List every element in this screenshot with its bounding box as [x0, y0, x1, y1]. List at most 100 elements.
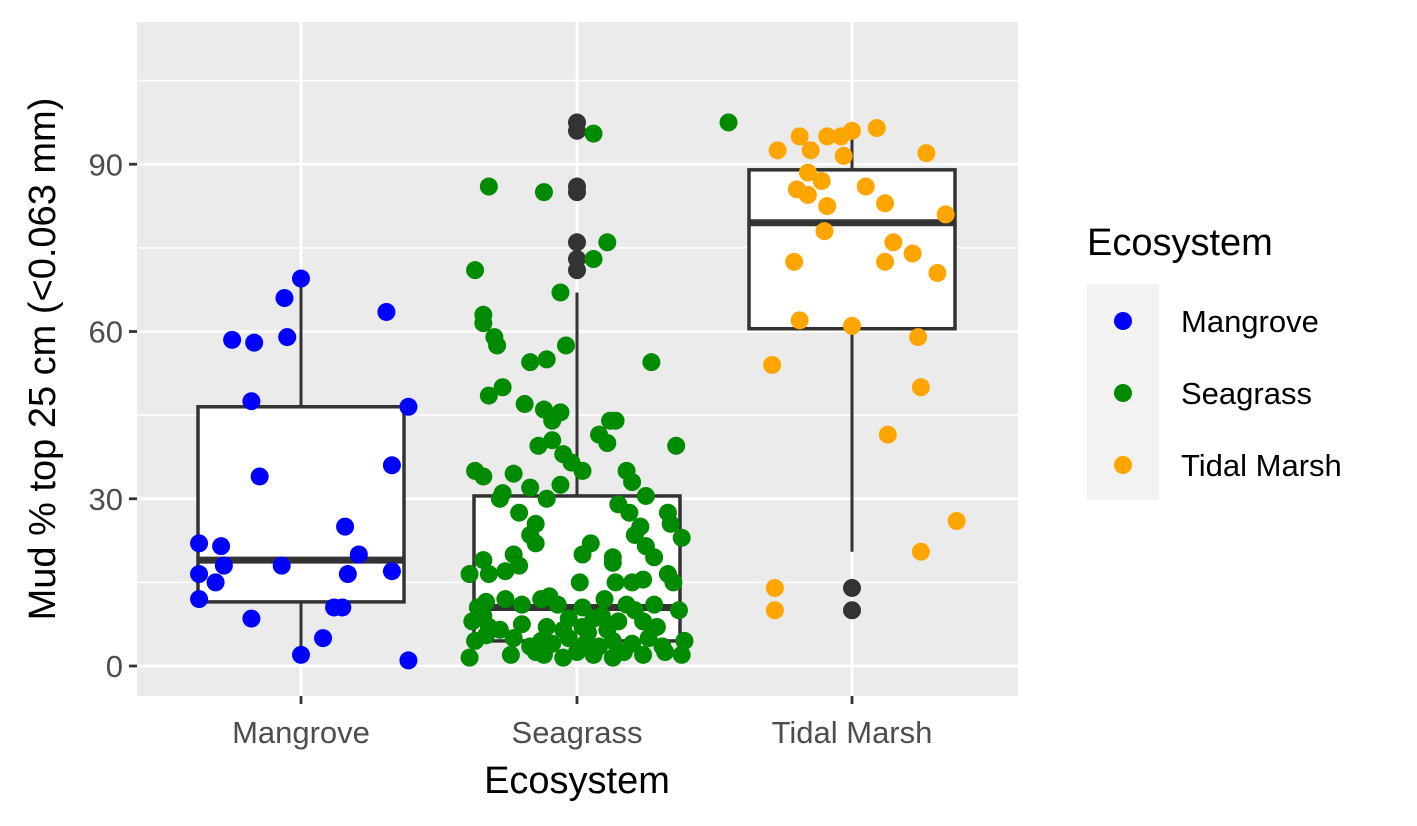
outlier-point: [568, 233, 586, 252]
data-point: [474, 467, 493, 486]
data-point: [584, 124, 603, 143]
data-point: [477, 626, 496, 645]
data-point: [212, 537, 231, 556]
data-point: [719, 113, 738, 132]
data-point: [911, 378, 930, 397]
data-point: [510, 556, 529, 575]
data-point: [333, 598, 352, 617]
legend-key-tidal-marsh: [1114, 456, 1132, 474]
data-point: [867, 119, 886, 138]
data-point: [884, 233, 903, 252]
data-point: [856, 177, 875, 196]
data-point: [496, 590, 515, 609]
data-point: [548, 595, 567, 614]
data-point: [639, 629, 658, 648]
series-tidal-marsh: [763, 119, 966, 620]
data-point: [515, 394, 534, 413]
data-point: [504, 464, 523, 483]
data-point: [556, 336, 575, 355]
data-point: [614, 643, 633, 662]
data-point: [278, 328, 297, 347]
data-point: [510, 503, 529, 522]
data-point: [250, 467, 269, 486]
data-point: [537, 617, 556, 636]
data-point: [598, 233, 617, 252]
data-point: [292, 269, 310, 288]
data-point: [664, 573, 683, 592]
data-point: [551, 283, 570, 302]
data-point: [336, 517, 355, 536]
data-point: [609, 612, 628, 631]
data-point: [584, 250, 603, 269]
data-point: [573, 598, 592, 617]
data-point: [625, 525, 644, 544]
data-point: [876, 252, 895, 271]
box-tidal-marsh: [747, 130, 957, 620]
data-point: [636, 486, 655, 505]
data-point: [551, 475, 570, 494]
data-point: [911, 542, 930, 561]
data-point: [763, 355, 782, 374]
data-point: [843, 316, 861, 335]
outlier-point: [568, 121, 586, 140]
data-point: [537, 489, 556, 508]
data-point: [645, 548, 664, 567]
data-point: [785, 252, 804, 271]
data-point: [338, 565, 357, 584]
outlier-point: [568, 261, 586, 280]
data-point: [399, 397, 418, 416]
data-point: [584, 645, 603, 664]
data-point: [501, 645, 520, 664]
data-point: [537, 350, 556, 369]
data-point: [584, 609, 603, 628]
legend: Ecosystem Mangrove Seagrass Tidal Marsh: [1087, 222, 1342, 500]
data-point: [382, 456, 401, 475]
y-tick-label: 90: [89, 147, 123, 182]
data-point: [490, 489, 509, 508]
data-point: [672, 528, 691, 547]
data-point: [190, 565, 209, 584]
data-point: [521, 478, 540, 497]
y-axis: 0 30 60 90: [89, 147, 137, 684]
data-point: [765, 578, 784, 597]
outlier-point: [843, 601, 861, 620]
data-point: [488, 336, 507, 355]
outlier-point: [568, 183, 586, 202]
legend-key-seagrass: [1114, 384, 1132, 402]
data-point: [504, 629, 523, 648]
data-point: [554, 648, 573, 667]
box-body: [747, 168, 957, 331]
series-mangrove: [190, 269, 418, 670]
data-point: [645, 595, 664, 614]
data-point: [190, 590, 209, 609]
data-point: [642, 353, 661, 372]
y-tick-label: 60: [89, 315, 123, 350]
data-point: [801, 141, 820, 160]
data-point: [490, 620, 509, 639]
data-point: [349, 545, 368, 564]
data-point: [496, 562, 515, 581]
data-point: [534, 645, 553, 664]
data-point: [831, 127, 850, 146]
data-point: [834, 146, 853, 165]
data-point: [798, 185, 817, 204]
data-point: [479, 565, 498, 584]
data-point: [223, 330, 242, 349]
data-point: [936, 205, 955, 224]
legend-label: Tidal Marsh: [1181, 448, 1342, 483]
data-point: [909, 328, 928, 347]
data-point: [617, 595, 636, 614]
data-point: [466, 261, 485, 280]
data-point: [672, 645, 691, 664]
data-point: [272, 556, 291, 575]
data-point: [595, 590, 614, 609]
data-point: [669, 601, 688, 620]
y-tick-label: 0: [106, 649, 123, 684]
data-point: [661, 514, 680, 533]
data-point: [245, 333, 264, 352]
legend-title: Ecosystem: [1087, 222, 1273, 264]
data-point: [570, 573, 589, 592]
data-point: [521, 525, 540, 544]
data-point: [206, 573, 225, 592]
